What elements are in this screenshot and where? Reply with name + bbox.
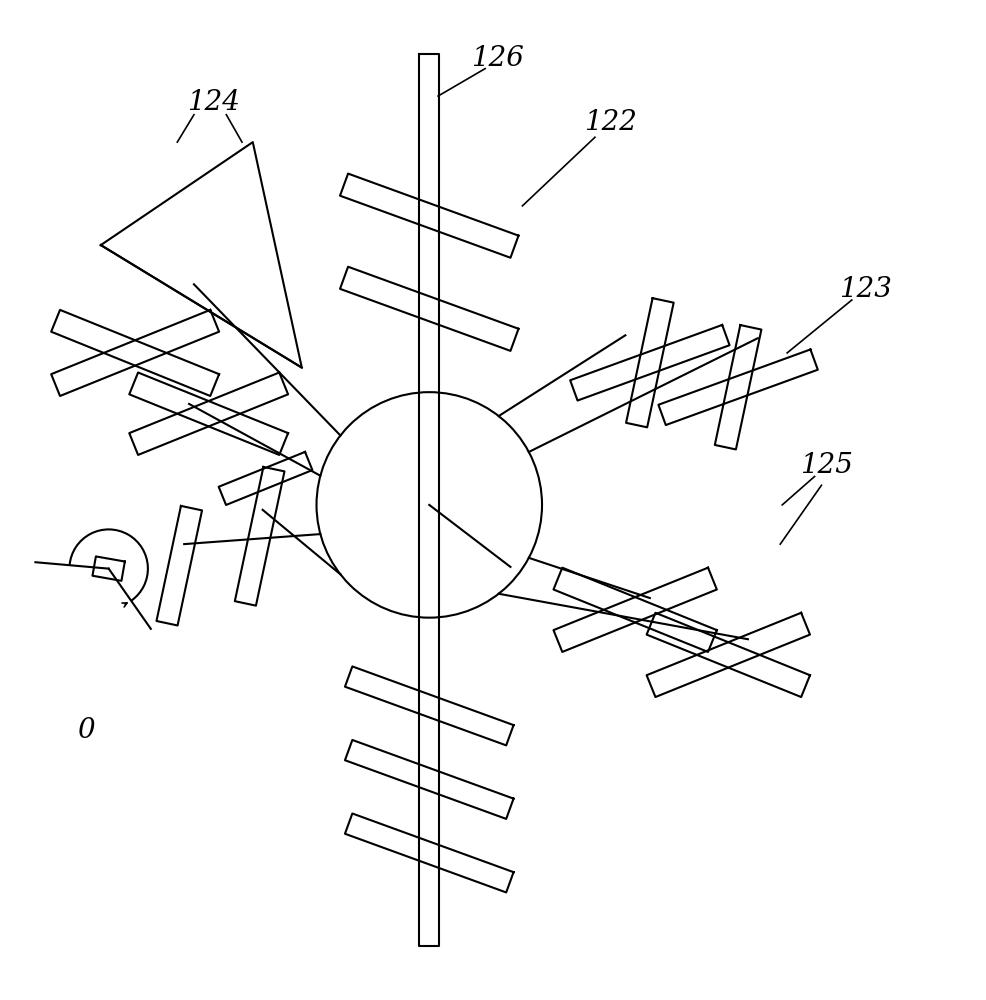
Text: 122: 122 (585, 109, 637, 136)
Text: 124: 124 (187, 89, 240, 116)
Text: 0: 0 (77, 717, 95, 744)
Text: 126: 126 (471, 45, 525, 72)
Text: 123: 123 (839, 276, 892, 303)
Text: 125: 125 (800, 452, 853, 479)
